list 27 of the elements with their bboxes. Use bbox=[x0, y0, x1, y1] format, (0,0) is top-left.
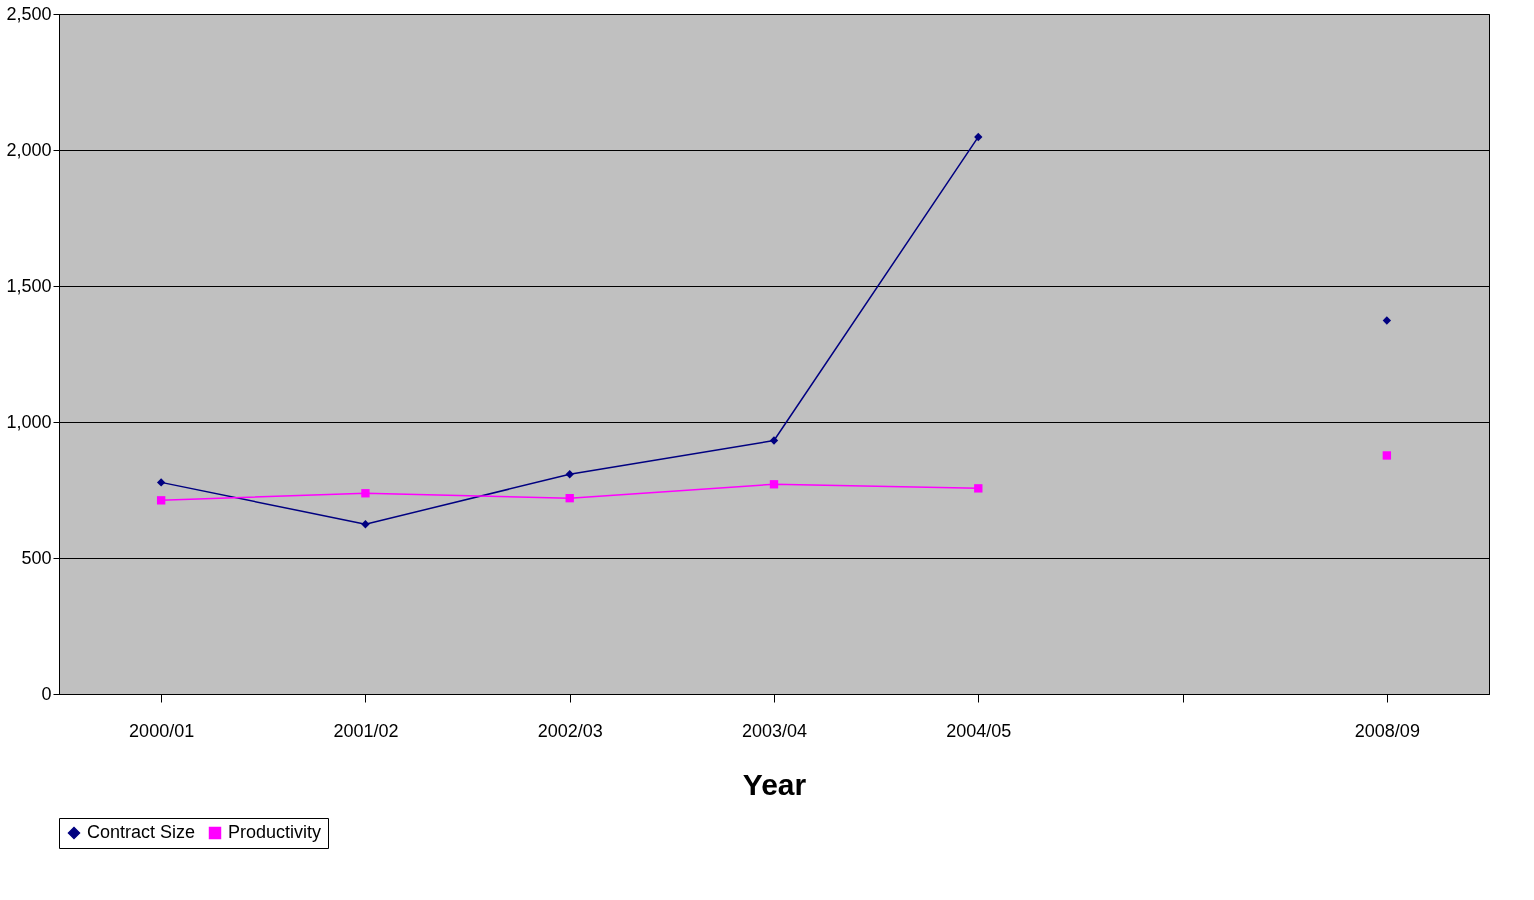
x-tick-label: 2008/09 bbox=[1354, 720, 1420, 741]
point bbox=[1382, 316, 1392, 325]
point bbox=[974, 484, 983, 493]
y-tick-label: 1,500 bbox=[6, 275, 52, 296]
legend-label: Contract Size bbox=[87, 822, 196, 842]
y-tick-label: 0 bbox=[41, 683, 52, 704]
point bbox=[565, 493, 574, 503]
y-tick-label: 1,000 bbox=[6, 411, 52, 432]
x-tick-label: 2000/01 bbox=[129, 720, 195, 741]
point bbox=[156, 478, 166, 487]
x-tick-label: 2003/04 bbox=[741, 720, 808, 741]
point bbox=[1382, 451, 1392, 460]
y-tick-label: 2,000 bbox=[6, 139, 52, 160]
x-tick-label: 2004/05 bbox=[946, 720, 1012, 741]
x-tick-label: 2002/03 bbox=[537, 720, 603, 741]
x-axis-title: Year bbox=[742, 767, 807, 801]
point bbox=[361, 489, 370, 498]
point bbox=[974, 132, 983, 142]
point bbox=[769, 480, 779, 489]
point bbox=[769, 436, 779, 445]
y-tick-label: 500 bbox=[21, 547, 52, 568]
x-tick-label: 2001/02 bbox=[333, 720, 399, 741]
point bbox=[361, 520, 370, 529]
point bbox=[565, 470, 574, 479]
point bbox=[156, 496, 166, 505]
legend-label: Productivity bbox=[228, 822, 322, 842]
y-tick-label: 2,500 bbox=[6, 3, 52, 24]
